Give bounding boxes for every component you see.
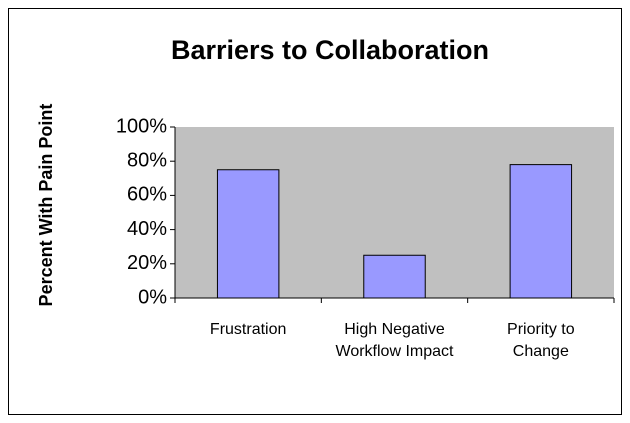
y-tick-label: 40%	[127, 218, 167, 240]
y-axis-label: Percent With Pain Point	[36, 104, 56, 307]
x-tick-label: High Negative Workflow Impact	[335, 321, 454, 360]
bar	[216, 169, 280, 299]
bar	[509, 164, 573, 299]
x-tick-label: Priority to Change	[507, 321, 575, 360]
y-tick-label: 60%	[127, 184, 167, 206]
y-tick-label: 100%	[116, 115, 167, 137]
y-tick-label: 0%	[138, 286, 167, 308]
x-tick-label: Frustration	[209, 321, 287, 338]
y-tick-label: 80%	[127, 149, 167, 171]
y-tick-label: 20%	[127, 252, 167, 274]
chart-title: Barriers to Collaboration	[171, 35, 489, 65]
bar	[363, 254, 426, 299]
